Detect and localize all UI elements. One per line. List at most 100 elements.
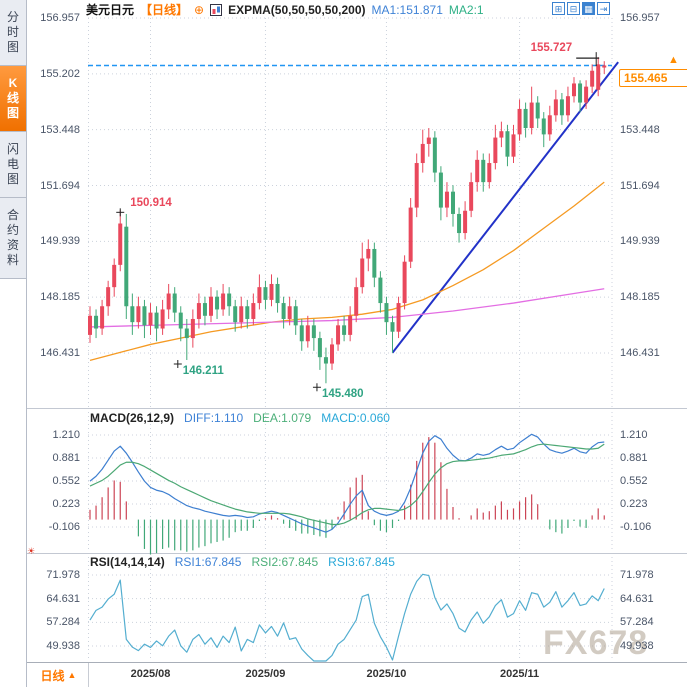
candle-body xyxy=(529,102,534,129)
y-axis-label: 0.552 xyxy=(620,475,648,487)
candle-body xyxy=(475,159,480,183)
sidebar-tab-lightning-chart[interactable]: 闪电图 xyxy=(0,132,26,198)
add-indicator-icon[interactable]: ⊕ xyxy=(194,2,205,17)
candle-body xyxy=(118,223,123,265)
candle-body xyxy=(112,264,117,288)
candle-body xyxy=(535,102,540,119)
chart-toolbar: ⊞ ⊟ ▦ ⇥ xyxy=(552,2,610,15)
candle-body xyxy=(547,115,552,135)
candle-body xyxy=(457,213,462,234)
y-axis-label: 148.185 xyxy=(40,291,80,304)
candle-body xyxy=(378,277,383,304)
y-axis-label: 156.957 xyxy=(620,12,660,24)
candle-body xyxy=(196,303,201,319)
y-axis-label: 151.694 xyxy=(620,179,660,192)
y-axis-label: 155.202 xyxy=(40,67,80,80)
candle-body xyxy=(451,191,455,214)
candle-body xyxy=(572,83,576,97)
candle-body xyxy=(293,306,298,326)
price-annotation-label: 150.914 xyxy=(130,197,172,210)
y-axis-label: 149.939 xyxy=(620,235,660,248)
y-axis-label: 153.448 xyxy=(620,123,660,136)
y-axis-label: 0.881 xyxy=(52,452,80,464)
price-annotation-label: 145.480 xyxy=(321,388,364,401)
date-axis-bar: 日线 ▲ 2025/08 2025/09 2025/10 2025/11 xyxy=(27,662,687,687)
candle-body xyxy=(227,293,232,307)
x-axis-date-label: 2025/08 xyxy=(130,668,171,680)
candle-body xyxy=(94,315,99,329)
rsi-params-label: RSI(14,14,14) xyxy=(90,555,165,569)
y-axis-label: 146.431 xyxy=(40,347,80,359)
candle-body xyxy=(251,303,256,319)
pan-right-icon[interactable]: ⇥ xyxy=(597,2,610,15)
rsi3-value: RSI3:67.845 xyxy=(328,555,395,569)
crosshair-icon[interactable]: ⊞ xyxy=(552,2,565,15)
candle-body xyxy=(239,306,244,323)
candle-body xyxy=(408,207,413,262)
y-axis-label: 71.978 xyxy=(46,569,80,581)
y-axis-label: 71.978 xyxy=(620,569,654,581)
y-axis-label: 1.210 xyxy=(620,429,648,441)
macd-diff-value: DIFF:1.110 xyxy=(184,411,244,425)
symbol-name: 美元日元 xyxy=(86,3,135,17)
candle-body xyxy=(602,65,607,68)
price-up-arrow-icon: ▲ xyxy=(668,54,679,66)
price-annotation-label: 146.211 xyxy=(182,365,224,377)
y-axis-label: 149.939 xyxy=(40,235,80,248)
candle-body xyxy=(305,325,310,342)
x-axis-date-label: 2025/11 xyxy=(499,668,540,680)
candle-body xyxy=(323,357,328,364)
x-axis-date-label: 2025/09 xyxy=(245,668,286,680)
candle-body xyxy=(221,293,226,310)
y-axis-label: 146.431 xyxy=(620,347,660,359)
zoom-chart-icon[interactable]: ▦ xyxy=(582,2,595,15)
indicator-settings-icon[interactable]: ☀ xyxy=(27,546,36,556)
candle-body xyxy=(384,303,389,323)
candle-body xyxy=(396,303,401,332)
candle-body xyxy=(106,287,111,307)
candle-body xyxy=(88,315,92,335)
candle-body xyxy=(269,283,274,300)
candle-body xyxy=(336,325,341,345)
candle-body xyxy=(523,108,528,129)
candle-body xyxy=(414,163,419,208)
candle-body xyxy=(553,99,558,116)
watermark: FX678 xyxy=(543,624,649,662)
sidebar-tab-contract-info[interactable]: 合约资料 xyxy=(0,198,26,279)
candle-body xyxy=(420,143,425,164)
rsi2-value: RSI2:67.845 xyxy=(251,555,319,569)
period-selector-button[interactable]: 日线 ▲ xyxy=(29,663,89,687)
y-axis-label: 148.185 xyxy=(620,291,660,304)
candle-body xyxy=(366,248,371,259)
y-axis-label: -0.106 xyxy=(620,521,652,533)
candle-body xyxy=(565,96,570,116)
y-axis-label: 1.210 xyxy=(52,429,80,441)
sidebar-tab-time-share-chart[interactable]: 分时图 xyxy=(0,0,26,66)
candle-body xyxy=(348,315,353,335)
fit-chart-icon[interactable]: ⊟ xyxy=(567,2,580,15)
y-axis-label: 0.881 xyxy=(620,452,648,464)
candle-body xyxy=(463,210,468,234)
candle-body xyxy=(130,306,135,323)
trendline xyxy=(391,61,619,354)
candle-body xyxy=(505,131,510,157)
y-axis-label: 64.631 xyxy=(46,592,80,605)
candle-body xyxy=(426,137,431,144)
chart-header: 美元日元 【日线】 ⊕ EXPMA(50,50,50,50,200) MA1:1… xyxy=(86,1,484,18)
candle-body xyxy=(360,258,365,288)
candle-body xyxy=(263,287,268,300)
y-axis-label: -0.106 xyxy=(48,521,80,533)
candle-body xyxy=(438,172,443,208)
candle-body xyxy=(124,226,129,307)
candle-body xyxy=(184,328,189,339)
candle-body xyxy=(287,306,292,319)
candle-body xyxy=(342,325,347,335)
candle-body xyxy=(372,248,377,278)
macd-diff-line xyxy=(89,433,605,533)
candle-body xyxy=(142,306,147,326)
candle-body xyxy=(499,131,504,138)
